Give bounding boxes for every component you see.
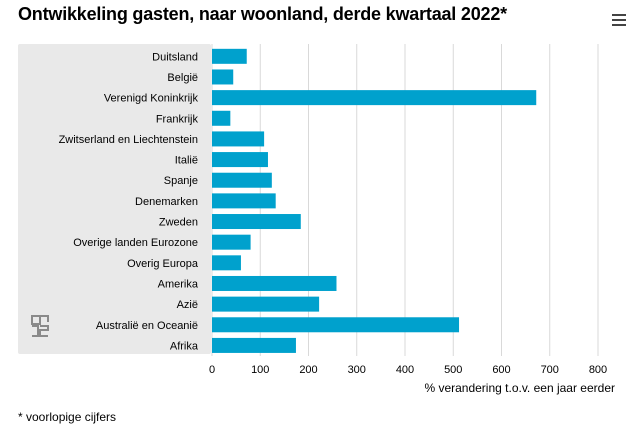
- category-label: Afrika: [170, 340, 199, 352]
- category-label: België: [167, 72, 198, 84]
- x-tick-label: 800: [589, 364, 607, 376]
- label-panel: [18, 44, 211, 354]
- bar[interactable]: [212, 172, 272, 188]
- bar[interactable]: [212, 275, 337, 291]
- hamburger-menu-icon[interactable]: [612, 14, 626, 28]
- bar[interactable]: [212, 90, 537, 106]
- category-label: Zwitserland en Liechtenstein: [59, 134, 198, 146]
- category-label: Verenigd Koninkrijk: [104, 93, 199, 105]
- category-label: Denemarken: [135, 196, 198, 208]
- x-tick-label: 200: [299, 364, 317, 376]
- bar[interactable]: [212, 214, 301, 230]
- x-tick-label: 700: [541, 364, 559, 376]
- x-tick-label: 100: [251, 364, 269, 376]
- bar-chart: Duitsland België Verenigd Koninkrijk Frankr…: [18, 44, 615, 395]
- x-tick-label: 600: [492, 364, 510, 376]
- x-tick-label: 400: [396, 364, 414, 376]
- category-label: Frankrijk: [156, 113, 199, 125]
- category-label: Australië en Oceanië: [96, 320, 198, 332]
- x-tick-label: 300: [348, 364, 366, 376]
- category-label: Overig Europa: [127, 258, 199, 270]
- category-labels: Duitsland België Verenigd Koninkrijk Frankr…: [59, 51, 199, 352]
- category-label: Duitsland: [152, 51, 198, 63]
- x-tick-labels: 0 100 200 300 400 500 600 700 800: [209, 364, 607, 376]
- x-tick-label: 500: [444, 364, 462, 376]
- category-label: Amerika: [158, 278, 199, 290]
- x-axis-label: % verandering t.o.v. een jaar eerder: [424, 381, 615, 395]
- category-label: Italië: [175, 155, 198, 167]
- bar[interactable]: [212, 296, 320, 312]
- footnote: * voorlopige cijfers: [18, 410, 117, 424]
- bars: [212, 48, 537, 353]
- category-label: Spanje: [164, 175, 198, 187]
- bar[interactable]: [212, 337, 296, 353]
- bar[interactable]: [212, 48, 247, 64]
- category-label: Overige landen Eurozone: [73, 237, 198, 249]
- cbs-logo: [31, 315, 49, 337]
- bar[interactable]: [212, 234, 251, 250]
- x-tick-label: 0: [209, 364, 215, 376]
- category-label: Zweden: [159, 217, 198, 229]
- bar[interactable]: [212, 69, 234, 85]
- bar[interactable]: [212, 131, 265, 147]
- bar[interactable]: [212, 317, 460, 333]
- bar[interactable]: [212, 255, 241, 271]
- bar[interactable]: [212, 193, 276, 209]
- bar[interactable]: [212, 152, 268, 168]
- chart-title: Ontwikkeling gasten, naar woonland, derd…: [18, 4, 507, 24]
- bar[interactable]: [212, 110, 231, 126]
- category-label: Azië: [177, 299, 198, 311]
